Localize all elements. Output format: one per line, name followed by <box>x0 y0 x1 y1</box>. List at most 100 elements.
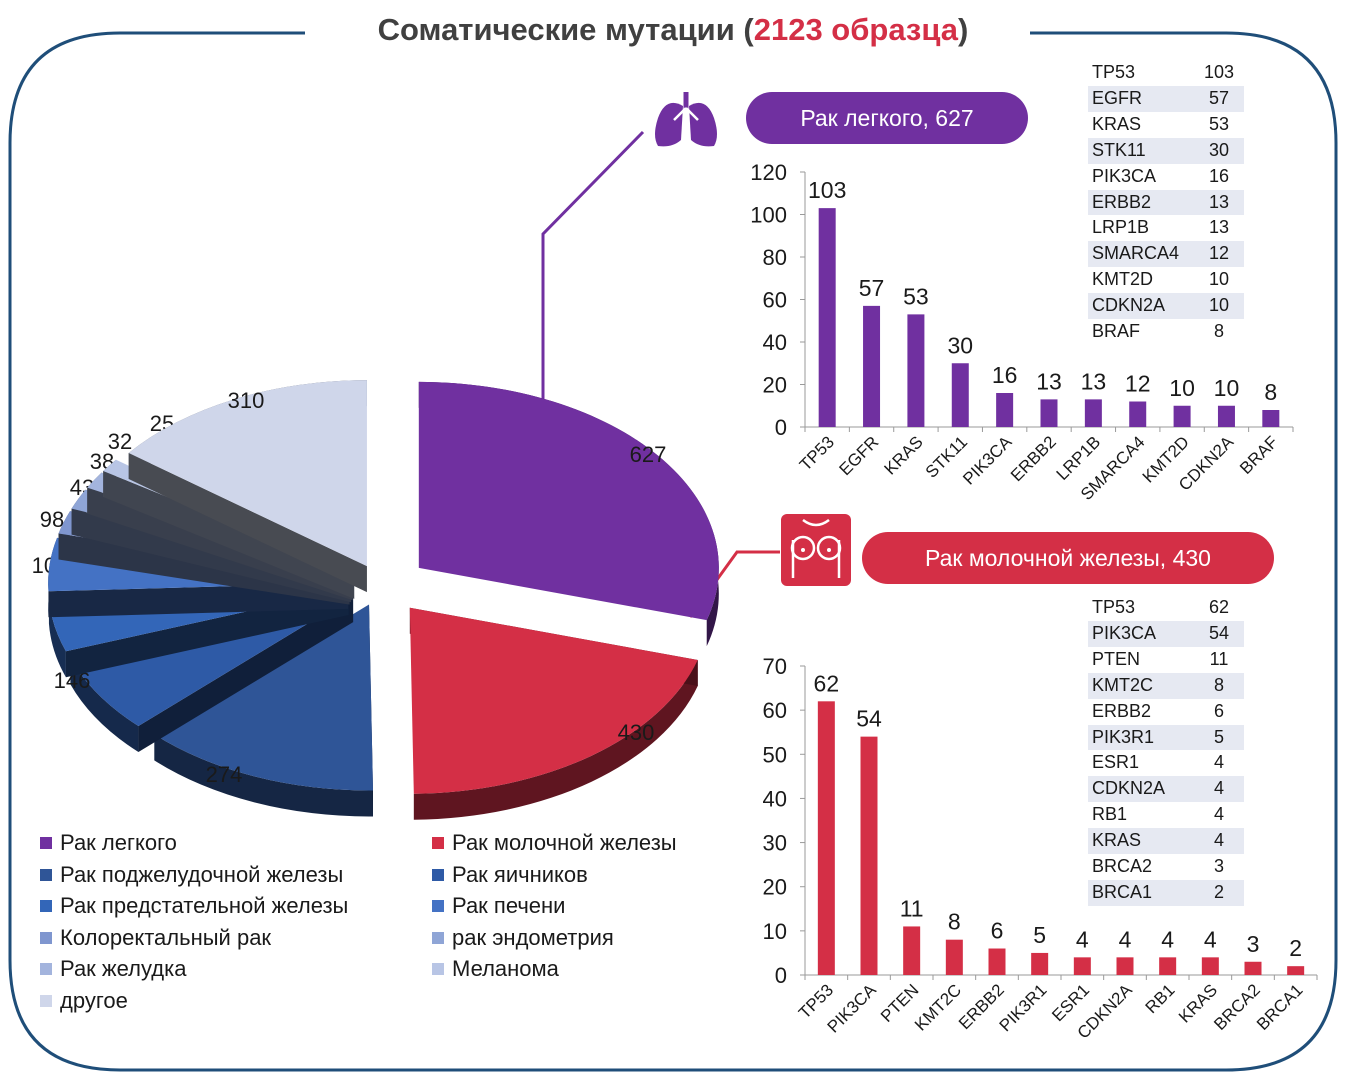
bar-value-label: 8 <box>948 909 961 935</box>
gene-name: TP53 <box>1092 597 1136 617</box>
y-tick-label: 0 <box>775 415 787 440</box>
breast-cancer-pill: Рак молочной железы, 430 <box>862 532 1274 584</box>
bar-pik3ca <box>860 736 878 975</box>
gene-row: PIK3R1 5 <box>1088 724 1244 751</box>
pie-slice-2 <box>409 607 698 820</box>
legend-label: Рак предстательной железы <box>60 893 349 919</box>
pie-value-label: 310 <box>228 388 265 413</box>
bar-value-label: 10 <box>1169 375 1195 401</box>
bar-pten <box>903 926 921 975</box>
x-category-label: EGFR <box>836 432 883 479</box>
gene-count: 4 <box>1194 776 1244 803</box>
bar-tp53 <box>818 208 836 427</box>
bar-value-label: 62 <box>814 670 840 696</box>
legend-item: Рак печени <box>432 891 565 921</box>
title-text: Соматические мутации ( <box>377 12 754 47</box>
gene-name: PIK3CA <box>1092 165 1157 186</box>
x-category-label: BRAF <box>1236 432 1281 477</box>
gene-name: STK11 <box>1088 137 1194 164</box>
y-tick-label: 20 <box>763 373 787 398</box>
bar-value-label: 2 <box>1289 935 1302 961</box>
legend-swatch <box>40 900 52 913</box>
gene-row: ERBB2 6 <box>1088 699 1244 725</box>
gene-name: SMARCA4 <box>1088 241 1194 268</box>
gene-name: EGFR <box>1088 85 1194 112</box>
chart-title: Соматические мутации (2123 образца) <box>0 12 1346 48</box>
gene-row: KRAS 4 <box>1088 828 1244 855</box>
legend-item: Меланома <box>432 954 559 984</box>
bar-value-label: 12 <box>1125 371 1151 397</box>
gene-count: 4 <box>1213 752 1224 773</box>
gene-name: TP53 <box>1092 62 1136 82</box>
y-tick-label: 120 <box>750 160 787 185</box>
gene-name: KMT2C <box>1088 672 1194 699</box>
bar-value-label: 5 <box>1033 922 1046 948</box>
legend-item: другое <box>40 986 128 1016</box>
x-category-label: BRCA2 <box>1210 980 1264 1034</box>
gene-row: EGFR 57 <box>1088 85 1244 112</box>
y-tick-label: 100 <box>750 203 787 228</box>
x-category-label: PIK3CA <box>959 432 1016 489</box>
gene-row: PIK3CA 16 <box>1088 164 1244 190</box>
bar-esr1 <box>1073 957 1091 975</box>
legend-item: Рак молочной железы <box>432 828 677 858</box>
legend-item: Рак предстательной железы <box>40 891 348 921</box>
y-tick-label: 0 <box>775 963 787 988</box>
gene-row: ESR1 4 <box>1088 750 1244 776</box>
legend-swatch <box>432 963 444 976</box>
bar-kmt2d <box>1173 405 1191 427</box>
lung-bar-chart: 020406080100120103TP5357EGFR53KRAS30STK1… <box>750 160 1294 504</box>
bar-kmt2c <box>945 939 963 975</box>
bar-value-label: 4 <box>1119 926 1132 952</box>
gene-row: SMARCA4 12 <box>1088 241 1244 268</box>
gene-count: 4 <box>1194 828 1244 855</box>
gene-name: BRAF <box>1092 321 1141 342</box>
bar-pik3ca <box>996 393 1014 427</box>
legend-label: Колоректальный рак <box>60 924 272 950</box>
breast-torso-icon <box>781 514 851 586</box>
pie-slice-1 <box>418 381 719 647</box>
gene-name: KMT2D <box>1092 269 1154 290</box>
gene-name: PIK3R1 <box>1088 724 1194 751</box>
bar-value-label: 57 <box>859 275 885 301</box>
legend-label: рак эндометрия <box>452 924 614 950</box>
bar-brca1 <box>1287 966 1305 975</box>
x-category-label: ERBB2 <box>1007 432 1060 485</box>
legend-label: Рак молочной железы <box>452 830 677 855</box>
bar-tp53 <box>817 701 835 975</box>
gene-count: 5 <box>1194 724 1244 751</box>
legend-swatch <box>432 931 444 944</box>
gene-count: 16 <box>1208 165 1230 186</box>
gene-row: BRCA1 2 <box>1088 879 1244 906</box>
gene-count: 13 <box>1208 217 1230 238</box>
bar-value-label: 30 <box>947 332 973 358</box>
y-tick-label: 40 <box>763 786 787 811</box>
bar-braf <box>1262 410 1280 427</box>
legend-swatch <box>40 837 52 849</box>
lung-cancer-pill: Рак легкого, 627 <box>746 92 1028 144</box>
gene-row: STK11 30 <box>1088 137 1244 164</box>
gene-name: BRCA1 <box>1088 879 1194 906</box>
legend-label: другое <box>60 988 128 1013</box>
gene-count: 6 <box>1213 700 1224 721</box>
bar-value-label: 13 <box>1081 368 1107 394</box>
bar-kras <box>907 314 925 427</box>
gene-name: PTEN <box>1092 648 1141 669</box>
bar-value-label: 6 <box>991 918 1004 944</box>
bar-cdkn2a <box>1116 957 1134 975</box>
gene-row: BRCA2 3 <box>1088 854 1244 880</box>
bar-stk11 <box>951 363 969 427</box>
y-tick-label: 50 <box>763 742 787 767</box>
gene-name: LRP1B <box>1092 217 1150 238</box>
title-close: ) <box>958 12 969 47</box>
gene-count: 10 <box>1208 269 1230 290</box>
gene-row: BRAF 8 <box>1088 319 1244 345</box>
gene-count: 11 <box>1209 648 1229 669</box>
gene-row: PTEN 11 <box>1088 647 1244 673</box>
gene-count: 103 <box>1203 62 1235 82</box>
legend-item: Рак желудка <box>40 954 186 984</box>
legend-label: Рак печени <box>452 893 566 919</box>
legend-label: Рак поджелудочной железы <box>60 861 344 887</box>
pie-value-label: 627 <box>630 442 667 467</box>
legend-item: рак эндометрия <box>432 923 614 953</box>
